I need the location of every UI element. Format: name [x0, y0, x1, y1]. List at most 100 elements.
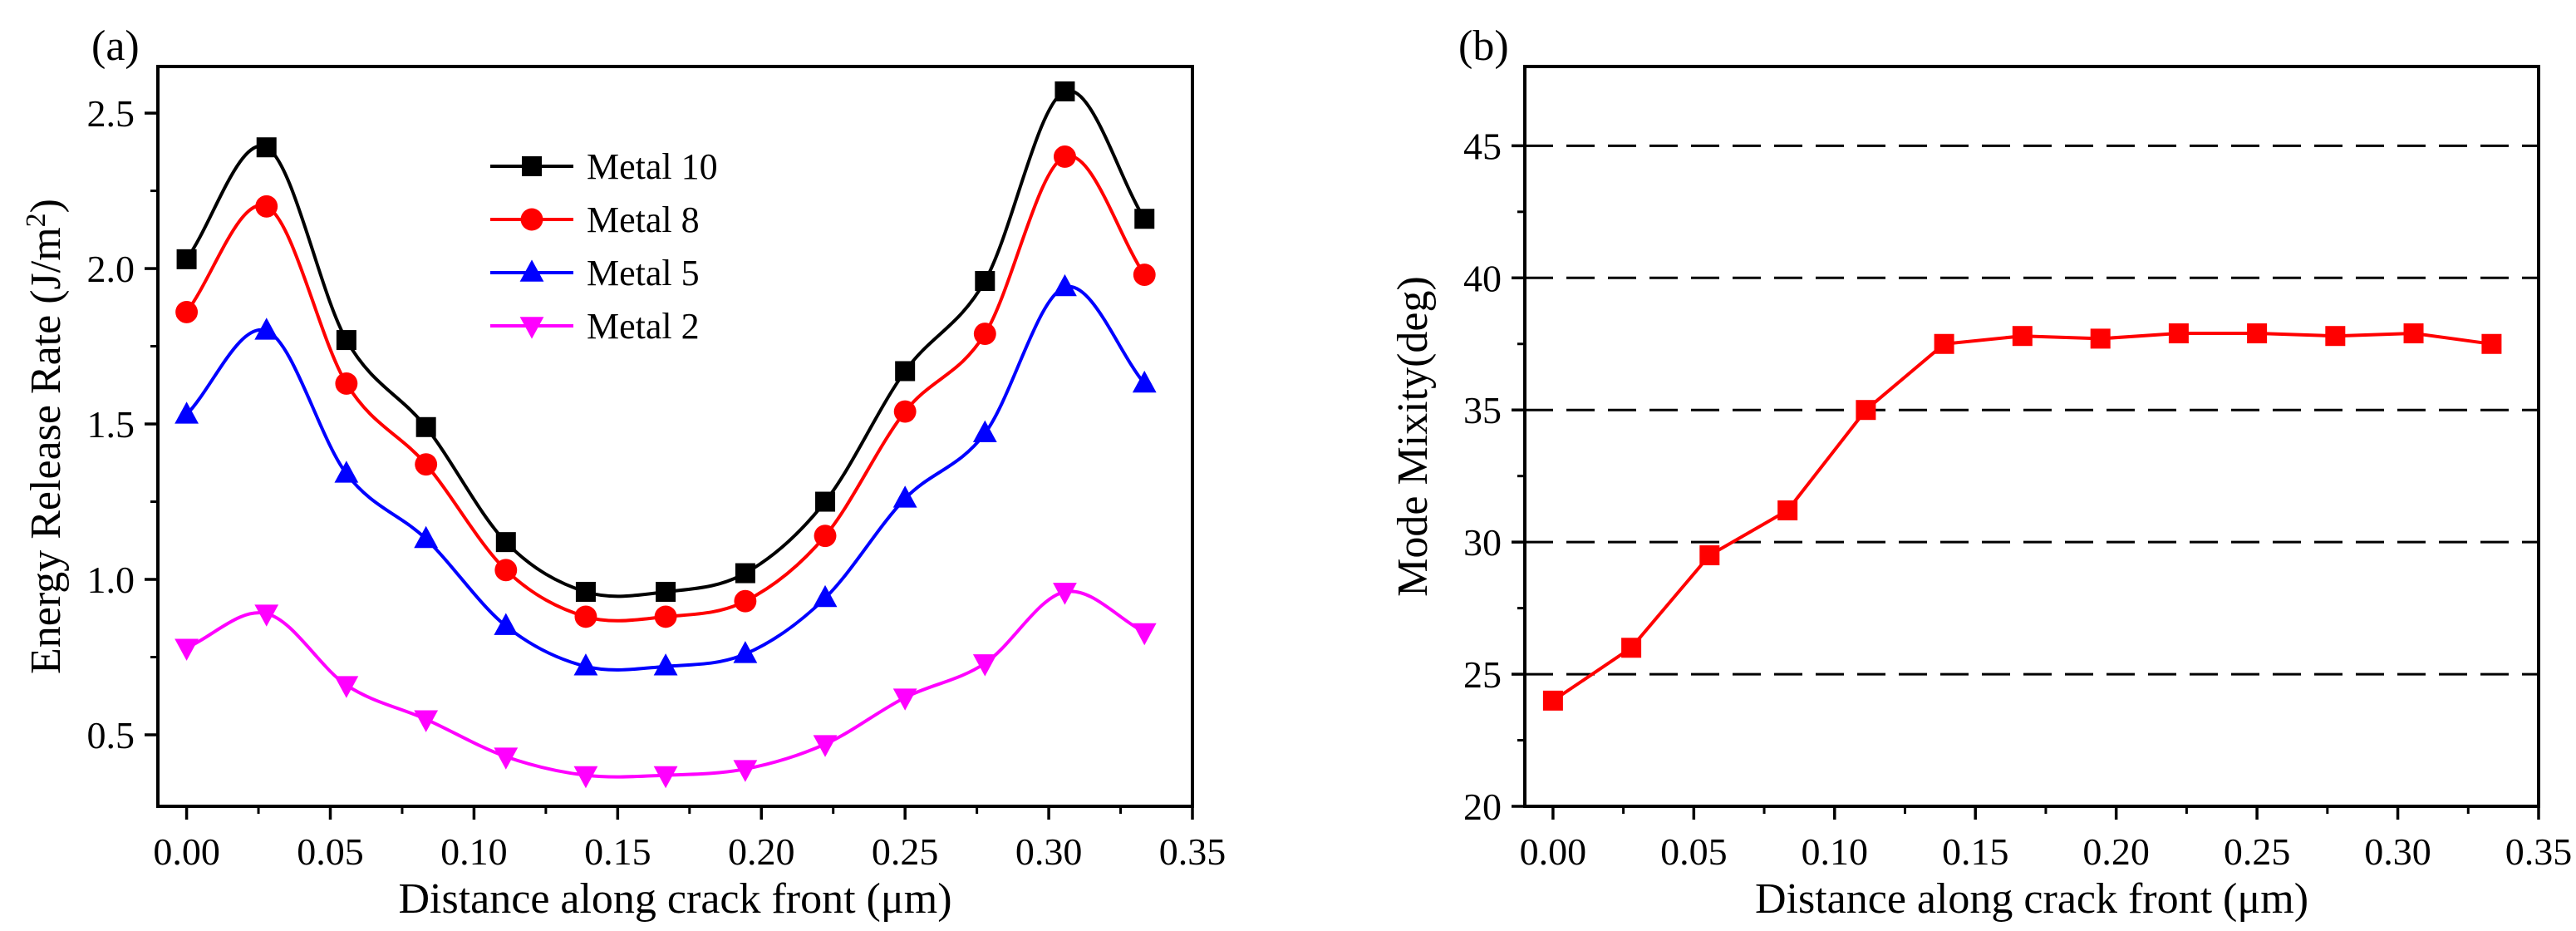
panel-b-series-1-point	[2090, 328, 2111, 349]
panel-a-series-4-point	[892, 688, 917, 711]
panel-a-series-2-point	[1054, 145, 1076, 168]
panel-a-y-tick-label: 2.0	[87, 248, 135, 290]
panel-a-series-4-point	[175, 638, 199, 661]
panel-a-series-1-point	[336, 330, 356, 351]
legend-item-label: Metal 10	[587, 146, 718, 187]
panel-a-series-1-point	[815, 491, 836, 512]
panel-b-x-tick-label: 0.10	[1802, 830, 1869, 873]
panel-b-y-tick-label: 30	[1463, 521, 1502, 564]
panel-a-series-2-point	[335, 372, 358, 395]
panel-a-series-1-point	[176, 249, 197, 269]
panel-a-series-4-point	[573, 766, 598, 789]
panel-a-plot-frame	[156, 65, 1194, 808]
panel-a-series-2-point	[175, 300, 199, 323]
legend-swatch-marker	[519, 317, 544, 339]
panel-a-series-1-point	[575, 581, 596, 602]
panel-a-series-4-point	[653, 766, 678, 789]
panel-a-series-3-point	[1053, 273, 1077, 297]
panel-b-label: (b)	[1458, 22, 1509, 70]
panel-a-series-2-point	[893, 400, 917, 423]
panel-a-series-4-point	[414, 710, 439, 732]
panel-a-y-tick-label: 1.0	[87, 559, 135, 601]
panel-a-series-2-point	[574, 605, 597, 628]
panel-b-x-tick-label: 0.30	[2364, 830, 2431, 873]
panel-a-series-3-point	[334, 461, 359, 483]
panel-b-series-1-point	[1542, 690, 1563, 711]
panel-a-series-2-point	[654, 605, 677, 628]
panel-a-y-axis-title-superscript: 2	[21, 213, 52, 227]
panel-a-series-4-point	[972, 654, 997, 677]
panel-b-x-tick-label: 0.35	[2505, 830, 2573, 873]
panel-a-series-1-point	[656, 581, 676, 602]
legend-swatch-marker	[522, 156, 542, 176]
panel-b-y-tick-label: 35	[1463, 389, 1502, 431]
panel-a-x-tick-label: 0.35	[1159, 830, 1227, 873]
panel-a-x-tick-label: 0.15	[584, 830, 651, 873]
panel-a-series-3-point	[573, 653, 598, 676]
panel-a-series-4-point	[1132, 623, 1157, 646]
panel-a-series-1-point	[256, 137, 277, 158]
panel-a-series-1-point	[415, 416, 436, 437]
panel-a-series-4-point	[733, 760, 758, 782]
panel-a-series-2-point	[255, 195, 278, 218]
panel-a-y-axis-title-main: Energy Release Rate (J/m	[22, 227, 70, 674]
panel-a-y-axis-title: Energy Release Rate (J/m2)	[21, 199, 70, 674]
panel-a-series-2-point	[415, 453, 438, 476]
panel-a-series-3-point	[653, 653, 678, 676]
panel-a-series-3-point	[733, 641, 758, 663]
panel-b-y-tick-label: 40	[1463, 257, 1502, 299]
panel-a-x-tick-label: 0.00	[153, 830, 220, 873]
panel-a-series-2-point	[494, 559, 518, 582]
panel-a-x-tick-label: 0.20	[728, 830, 795, 873]
panel-a-series-3-point	[972, 420, 997, 443]
panel-a-series-4-point	[1053, 583, 1077, 605]
panel-b-series-1-point	[1934, 333, 1954, 354]
panel-b-x-axis-title: Distance along crack front (μm)	[1755, 875, 2308, 923]
legend-swatch-marker	[519, 259, 544, 282]
panel-a-x-tick-label: 0.25	[872, 830, 939, 873]
panel-a-series-4-point	[494, 747, 519, 770]
panel-a-series-3-point	[254, 318, 279, 340]
panel-b-series-1-line	[1551, 331, 2492, 702]
panel-a-series-4-point	[254, 604, 279, 627]
panel-a-y-axis-title-tail: )	[22, 199, 70, 213]
panel-a-x-tick-label: 0.30	[1015, 830, 1083, 873]
panel-a-y-tick-label: 1.5	[87, 403, 135, 446]
panel-a-x-axis-title: Distance along crack front (μm)	[398, 875, 951, 923]
panel-b-series-1-point	[2403, 323, 2424, 344]
panel-a-y-tick-label: 0.5	[87, 714, 135, 756]
panel-a-series-3-point	[175, 401, 199, 424]
panel-b-series-1-point	[1777, 500, 1798, 520]
panel-a-series-3-point	[414, 525, 439, 549]
panel-b-series-1-point	[2481, 333, 2502, 354]
panel-a-series-3-point	[813, 584, 838, 608]
panel-a-series-4-point	[334, 676, 359, 698]
panel-a-label: (a)	[91, 22, 140, 70]
legend-item-label: Metal 5	[587, 253, 700, 293]
panel-b-series-1-point	[1699, 545, 1720, 566]
panel-b-x-tick-label: 0.25	[2224, 830, 2291, 873]
panel-a-series-2-point	[1133, 264, 1156, 286]
panel-a-series-2-point	[814, 525, 837, 548]
panel-a-series-1-point	[495, 532, 516, 553]
panel-a-x-tick-label: 0.05	[297, 830, 364, 873]
panel-a-series-1-point	[1054, 81, 1075, 101]
panel-b-y-tick-label: 25	[1463, 653, 1502, 696]
panel-a-series-1-point	[735, 563, 755, 584]
panel-b-x-tick-label: 0.20	[2082, 830, 2150, 873]
panel-a-series-1-point	[1134, 209, 1155, 229]
panel-b: (b) Distance along crack front (μm) Mode…	[1389, 22, 2572, 923]
panel-b-y-tick-label: 45	[1463, 125, 1502, 167]
panel-a-series-2-point	[734, 589, 757, 613]
panel-a-series-4-point	[813, 735, 838, 757]
panel-b-series-1-point	[2247, 323, 2268, 344]
panel-a: (a) Distance along crack front (μm) Ener…	[21, 22, 1226, 923]
panel-a-series-3-point	[1132, 370, 1157, 393]
panel-b-series-1-point	[1621, 638, 1642, 658]
panel-b-y-tick-label: 20	[1463, 786, 1502, 828]
panel-b-x-tick-label: 0.00	[1520, 830, 1587, 873]
panel-a-y-tick-label: 2.5	[87, 92, 135, 135]
panel-a-series-1-point	[895, 361, 916, 382]
panel-b-series-1-point	[2168, 323, 2189, 344]
